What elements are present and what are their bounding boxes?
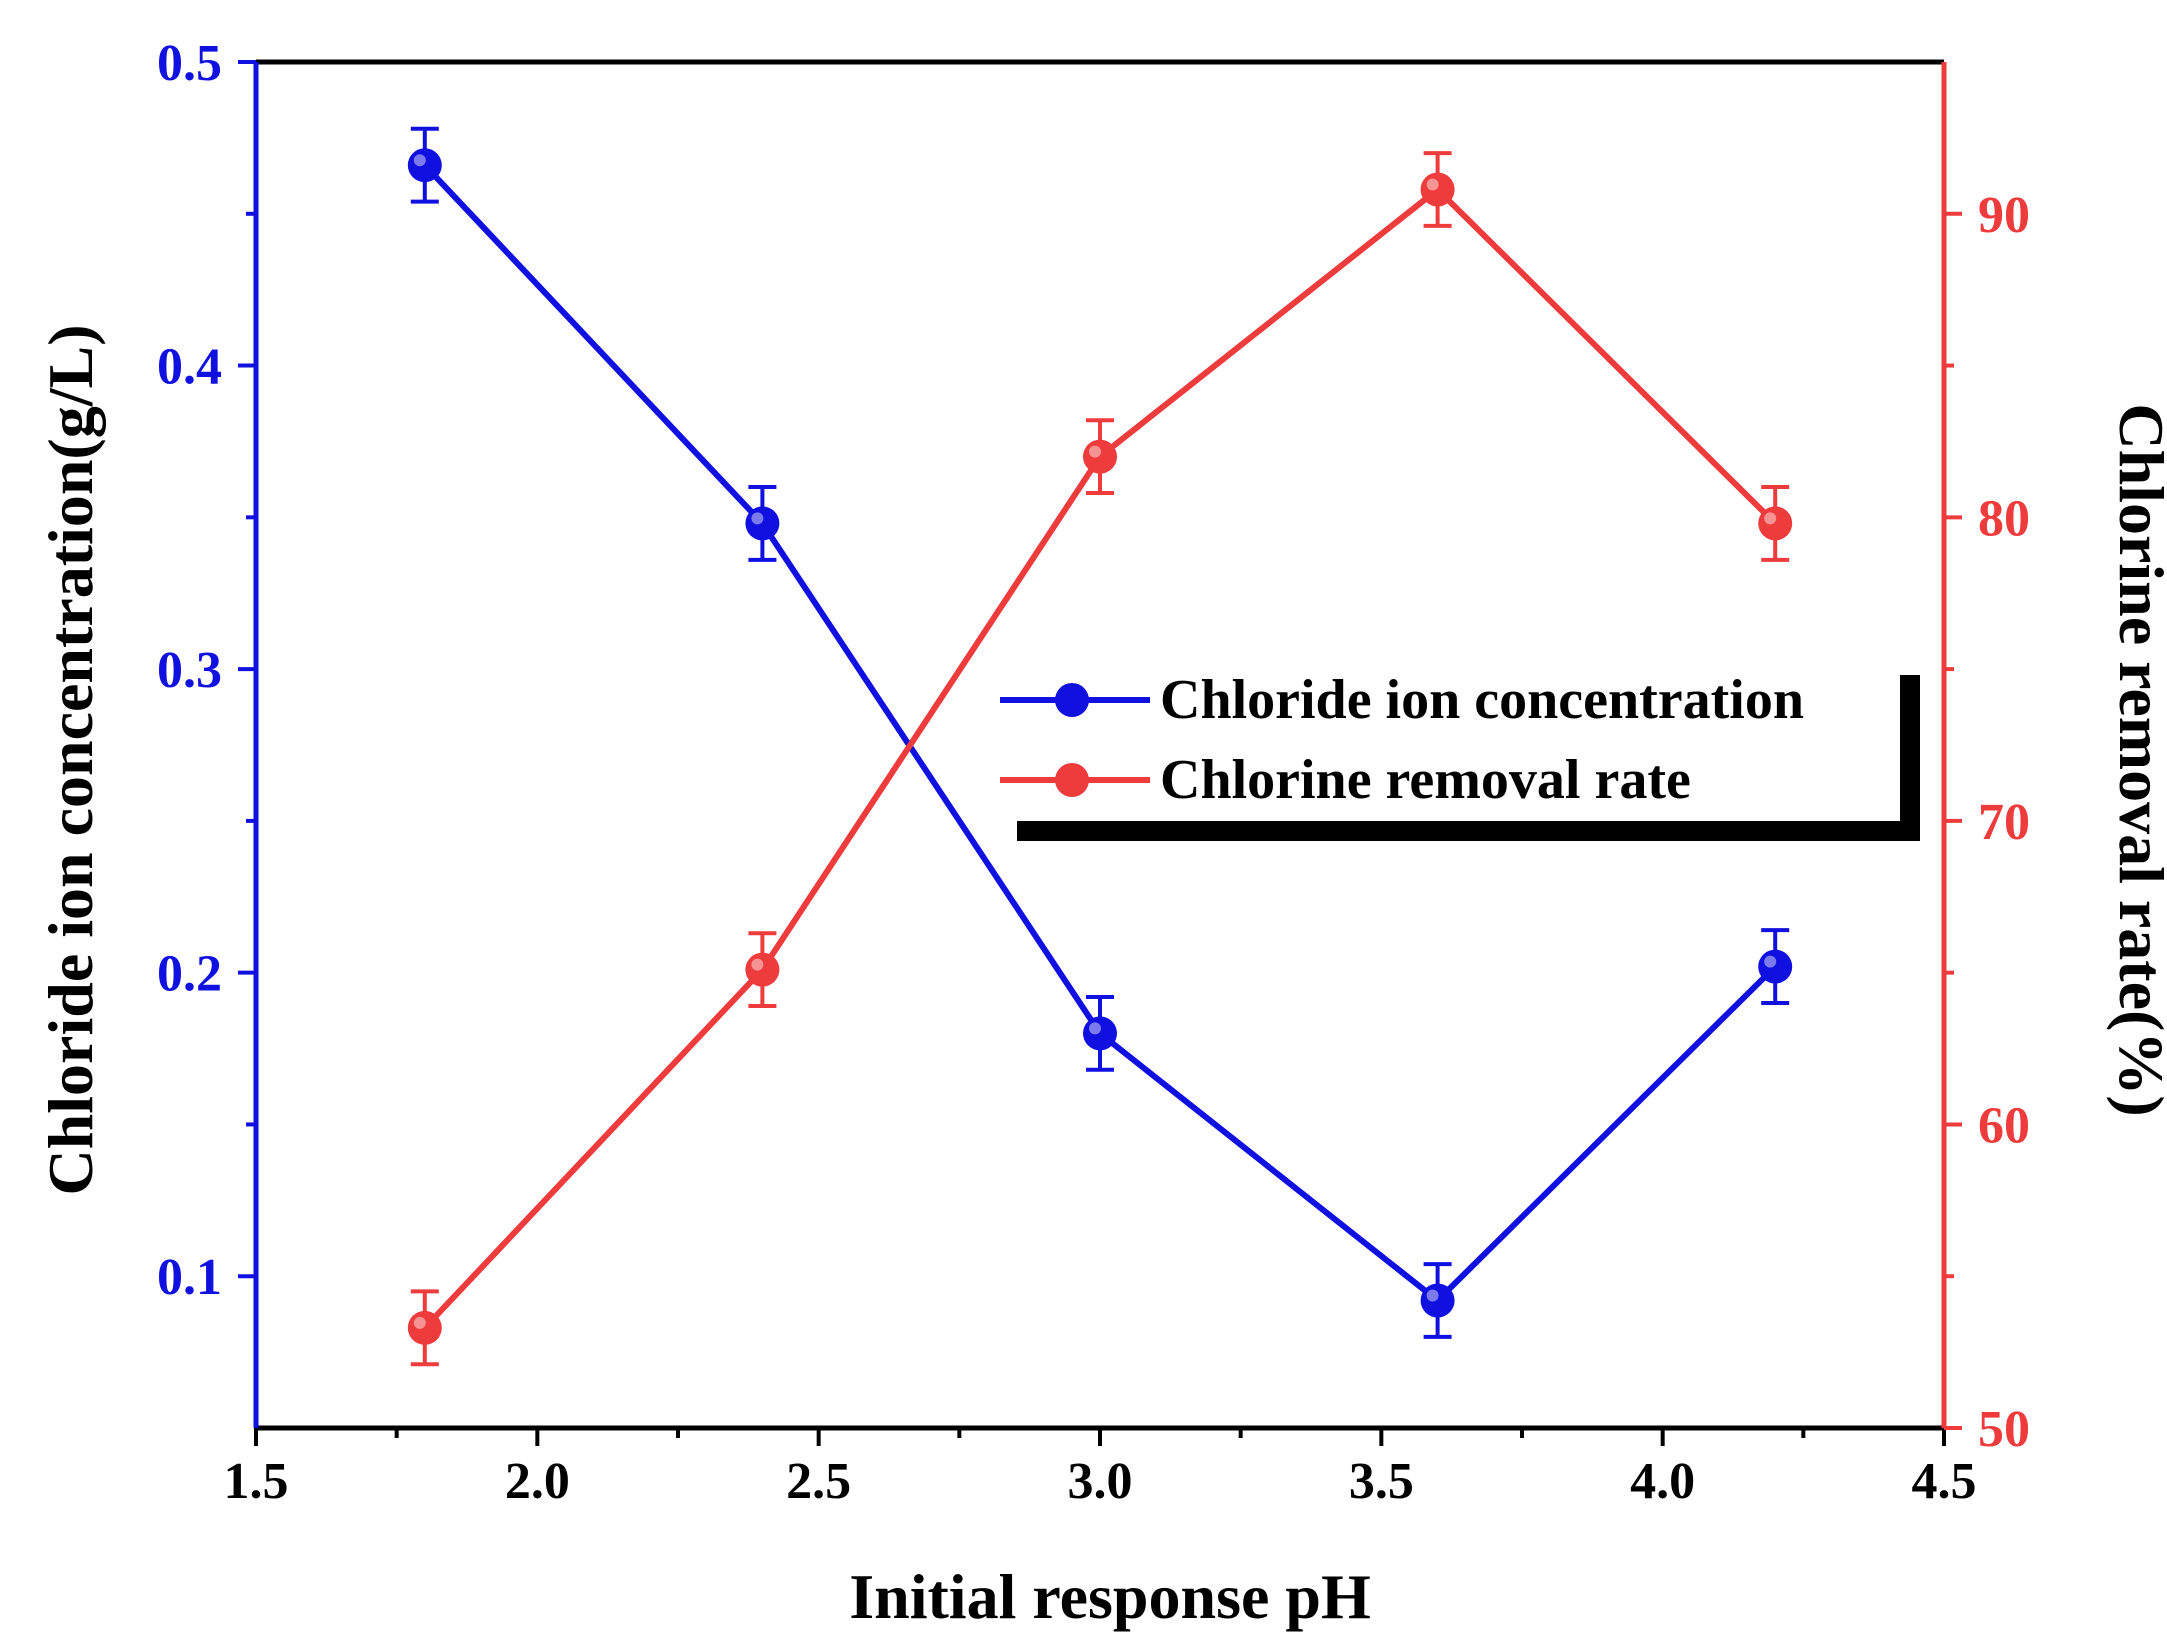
legend-label-chlorine: Chlorine removal rate — [1160, 749, 1691, 811]
legend-box — [997, 655, 1900, 821]
data-point-highlight-chlorine — [751, 958, 764, 971]
data-point-chlorine — [1083, 439, 1117, 474]
right-tick-label: 50 — [1978, 1401, 2030, 1458]
data-point-chlorine — [407, 1310, 442, 1345]
left-axis-title: Chloride ion concentration(g/L) — [35, 324, 106, 1195]
x-tick-label: 1.5 — [224, 1453, 289, 1510]
right-tick-label: 60 — [1978, 1097, 2030, 1154]
series-layer — [407, 126, 1793, 1367]
left-tick-label: 0.4 — [157, 339, 222, 396]
x-tick-label: 3.5 — [1349, 1453, 1414, 1510]
legend-marker-chloride — [1055, 683, 1089, 717]
data-point-chlorine — [1420, 172, 1455, 207]
legend-label-chloride: Chloride ion concentration — [1160, 669, 1804, 731]
legend: Chloride ion concentration Chlorine remo… — [997, 655, 1920, 841]
data-point-highlight-chlorine — [1089, 445, 1101, 458]
x-tick-label: 4.5 — [1912, 1453, 1977, 1510]
left-tick-label: 0.3 — [157, 642, 222, 699]
data-point-chlorine — [1758, 506, 1793, 541]
left-tick-label: 0.2 — [157, 946, 222, 1003]
x-tick-label: 4.0 — [1630, 1453, 1695, 1510]
data-point-highlight-chloride — [1764, 955, 1777, 968]
right-tick-label: 80 — [1978, 490, 2030, 547]
data-point-chloride — [407, 148, 442, 183]
data-point-highlight-chloride — [413, 154, 426, 167]
right-tick-label: 90 — [1978, 187, 2030, 244]
data-point-chloride — [1420, 1283, 1455, 1318]
data-point-highlight-chlorine — [413, 1316, 426, 1329]
x-tick-label: 3.0 — [1068, 1453, 1133, 1510]
data-point-highlight-chloride — [1089, 1022, 1101, 1035]
x-tick-label: 2.5 — [786, 1453, 851, 1510]
data-point-highlight-chloride — [1426, 1289, 1439, 1302]
data-point-highlight-chlorine — [1426, 178, 1439, 191]
data-point-chloride — [745, 506, 780, 541]
x-tick-label: 2.0 — [505, 1453, 570, 1510]
left-tick-label: 0.5 — [157, 35, 222, 92]
data-point-chloride — [1083, 1016, 1117, 1051]
right-tick-label: 70 — [1978, 794, 2030, 851]
right-axis-title: Chlorine removal rate(%) — [2106, 403, 2167, 1116]
data-point-chlorine — [745, 952, 780, 987]
x-axis-title: Initial response pH — [849, 1561, 1371, 1632]
data-point-highlight-chlorine — [1764, 512, 1777, 525]
data-point-chloride — [1758, 949, 1793, 984]
data-point-highlight-chloride — [751, 512, 764, 525]
left-tick-label: 0.1 — [157, 1249, 222, 1306]
legend-marker-chlorine — [1055, 763, 1089, 797]
axes: 1.5 2.0 2.5 3.0 3.5 4.0 4.5 0.1 0.2 0.3 0.4 0.5 50 60… — [157, 35, 2030, 1510]
